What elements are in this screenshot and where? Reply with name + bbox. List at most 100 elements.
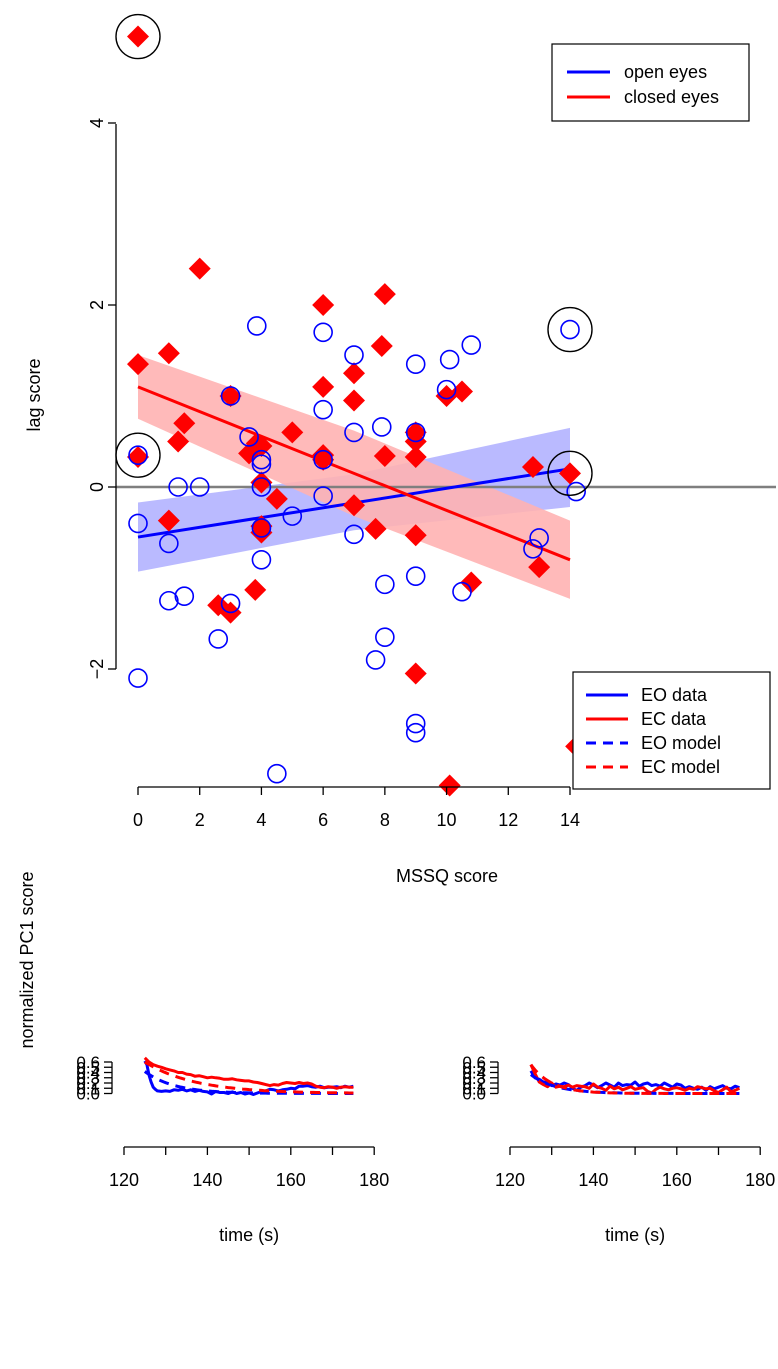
point-open-eyes <box>452 581 472 602</box>
point-open-eyes <box>560 319 580 340</box>
point-open-eyes <box>405 566 426 586</box>
point-open-eyes <box>189 477 210 497</box>
x-tick-label: 12 <box>498 810 518 830</box>
x-tick-label: 140 <box>578 1170 608 1190</box>
confidence-band-closed-eyes <box>138 355 570 599</box>
scatter-plot-lag-vs-mssq: −2 0 2 4 0 2 4 6 8 10 12 14 MSSQ score lag score op… <box>24 13 776 886</box>
point-closed-eyes <box>157 509 180 532</box>
point-open-eyes <box>313 486 333 506</box>
x-tick-label: 10 <box>437 810 457 830</box>
point-closed-eyes <box>438 774 461 797</box>
point-closed-eyes <box>281 421 304 444</box>
point-open-eyes <box>344 524 364 545</box>
point-open-eyes <box>405 422 426 443</box>
point-open-eyes <box>282 506 303 526</box>
point-open-eyes <box>174 586 195 607</box>
point-closed-eyes <box>250 471 273 494</box>
point-open-eyes <box>313 449 333 470</box>
point-closed-eyes <box>157 342 180 365</box>
point-closed-eyes <box>558 462 581 485</box>
point-open-eyes <box>375 574 395 595</box>
legend-label: EO data <box>641 685 708 705</box>
x-tick-label: 120 <box>109 1170 139 1190</box>
point-open-eyes <box>251 518 272 538</box>
point-open-eyes <box>313 399 333 420</box>
series-line-ec-model <box>144 1060 354 1095</box>
point-open-eyes <box>239 427 259 447</box>
point-closed-eyes <box>188 257 211 280</box>
y-tick-label: 0.5 <box>76 1058 100 1077</box>
legend-label: EC model <box>641 757 720 777</box>
point-open-eyes <box>208 629 229 649</box>
point-closed-eyes <box>528 556 551 579</box>
point-closed-eyes <box>173 412 196 435</box>
point-closed-eyes <box>312 448 335 471</box>
point-closed-eyes <box>450 380 473 403</box>
point-open-eyes <box>159 590 179 611</box>
x-tick-label: 2 <box>195 810 205 830</box>
point-open-eyes <box>344 422 364 443</box>
point-closed-eyes <box>404 445 427 468</box>
point-open-eyes <box>168 477 188 497</box>
y-tick-label: 0.4 <box>76 1064 100 1083</box>
legend: EO data EC data EO model EC model <box>572 671 771 790</box>
y-axis-label: normalized PC1 score <box>17 871 37 1048</box>
point-open-eyes <box>267 763 287 784</box>
point-open-eyes <box>128 668 148 688</box>
point-open-eyes <box>246 316 267 336</box>
legend-label: closed eyes <box>624 87 719 107</box>
point-open-eyes <box>405 713 426 734</box>
point-open-eyes <box>313 322 333 343</box>
point-closed-eyes <box>342 494 365 517</box>
point-closed-eyes <box>342 389 365 412</box>
y-tick-label: 0.2 <box>76 1074 100 1093</box>
point-open-eyes <box>251 449 272 470</box>
y-tick-label: 0.3 <box>76 1069 100 1088</box>
axes: 0.00.10.20.30.40.50.6 120 140 160 180 <box>462 1053 775 1190</box>
y-tick-label: 0.3 <box>462 1069 486 1088</box>
point-open-eyes <box>436 379 457 400</box>
point-open-eyes <box>159 533 179 554</box>
point-open-eyes <box>405 354 426 374</box>
point-closed-eyes <box>342 362 365 385</box>
point-open-eyes <box>220 593 241 614</box>
x-axis-label: time (s) <box>219 1225 279 1245</box>
time-series-plot-right: 0.00.10.20.30.40.50.6 120 140 160 180 time (… <box>462 671 775 1245</box>
point-open-eyes <box>461 335 482 355</box>
time-series-plot-left: 0.00.10.20.30.40.50.6 120 140 160 180 time (… <box>17 871 389 1245</box>
point-closed-eyes <box>167 430 190 453</box>
point-closed-eyes <box>364 517 387 540</box>
y-tick-label: 0.4 <box>462 1064 486 1083</box>
axes: −2 0 2 4 0 2 4 6 8 10 12 14 <box>87 118 580 830</box>
x-tick-label: 6 <box>318 810 328 830</box>
point-closed-eyes <box>370 334 393 357</box>
point-open-eyes <box>405 722 426 743</box>
point-open-eyes <box>251 477 272 497</box>
point-open-eyes <box>529 528 549 548</box>
point-open-eyes <box>371 417 392 437</box>
y-tick-label: 0.1 <box>462 1079 486 1098</box>
point-closed-eyes <box>250 521 273 544</box>
y-tick-label: 0.6 <box>462 1053 486 1072</box>
x-tick-label: 4 <box>256 810 266 830</box>
x-tick-label: 140 <box>192 1170 222 1190</box>
series-line-ec-model <box>529 1063 740 1095</box>
x-tick-label: 180 <box>745 1170 775 1190</box>
point-closed-eyes <box>404 524 427 547</box>
point-open-eyes <box>251 454 272 475</box>
series-line-ec-data <box>529 1063 741 1095</box>
x-axis-label: time (s) <box>605 1225 665 1245</box>
series-lines <box>529 1063 741 1095</box>
legend: open eyes closed eyes <box>551 43 750 122</box>
legend-box <box>551 43 750 122</box>
regression-line-closed-eyes <box>137 385 571 562</box>
legend-label: EO model <box>641 733 721 753</box>
outlier-marker-circle <box>547 306 593 353</box>
x-tick-label: 120 <box>495 1170 525 1190</box>
outlier-marker-circle <box>115 13 161 60</box>
point-open-eyes <box>128 513 148 534</box>
outlier-circles <box>115 13 593 497</box>
point-open-eyes <box>251 549 272 570</box>
legend-box <box>572 671 771 790</box>
point-open-eyes <box>566 481 586 502</box>
